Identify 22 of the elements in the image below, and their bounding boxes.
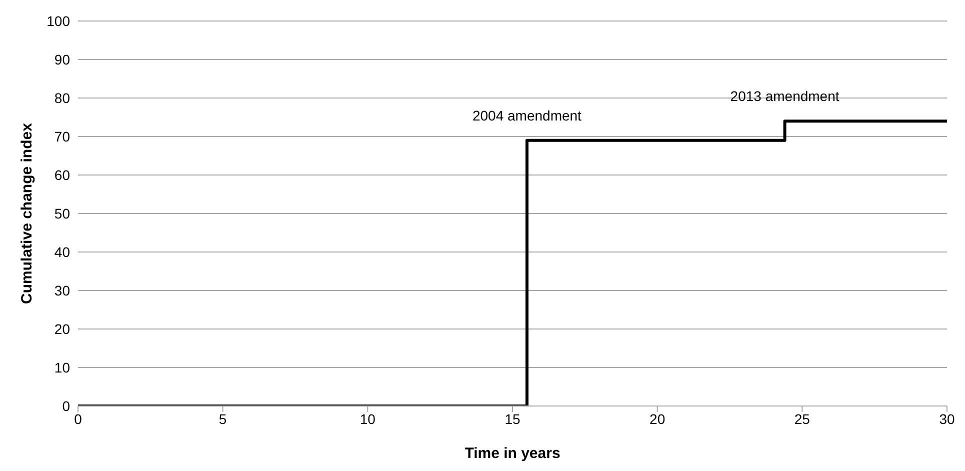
x-tick-label: 20 (650, 410, 666, 427)
y-tick-label: 30 (54, 282, 70, 298)
x-tick-label: 25 (794, 410, 810, 427)
y-tick-label: 100 (46, 12, 70, 29)
y-tick-label: 70 (54, 128, 70, 144)
x-tick-label: 10 (360, 410, 376, 427)
y-tick-label: 10 (54, 359, 70, 376)
y-tick-label: 0 (62, 398, 70, 414)
x-tick-label: 0 (74, 410, 82, 427)
y-tick-label: 50 (54, 205, 70, 222)
y-axis-title: Cumulative change index (18, 122, 36, 304)
y-tick-label: 60 (54, 166, 70, 183)
x-tick-label: 5 (218, 410, 227, 427)
y-tick-label: 40 (54, 244, 70, 260)
y-tick-label: 20 (54, 320, 70, 337)
y-tick-label: 80 (54, 90, 70, 106)
x-tick-label: 30 (939, 410, 955, 427)
annotation: 2004 amendment (472, 107, 582, 124)
x-tick-label: 15 (504, 410, 520, 427)
x-axis-title: Time in years (464, 445, 560, 462)
y-tick-label: 90 (54, 51, 70, 68)
annotation: 2013 amendment (730, 88, 840, 104)
